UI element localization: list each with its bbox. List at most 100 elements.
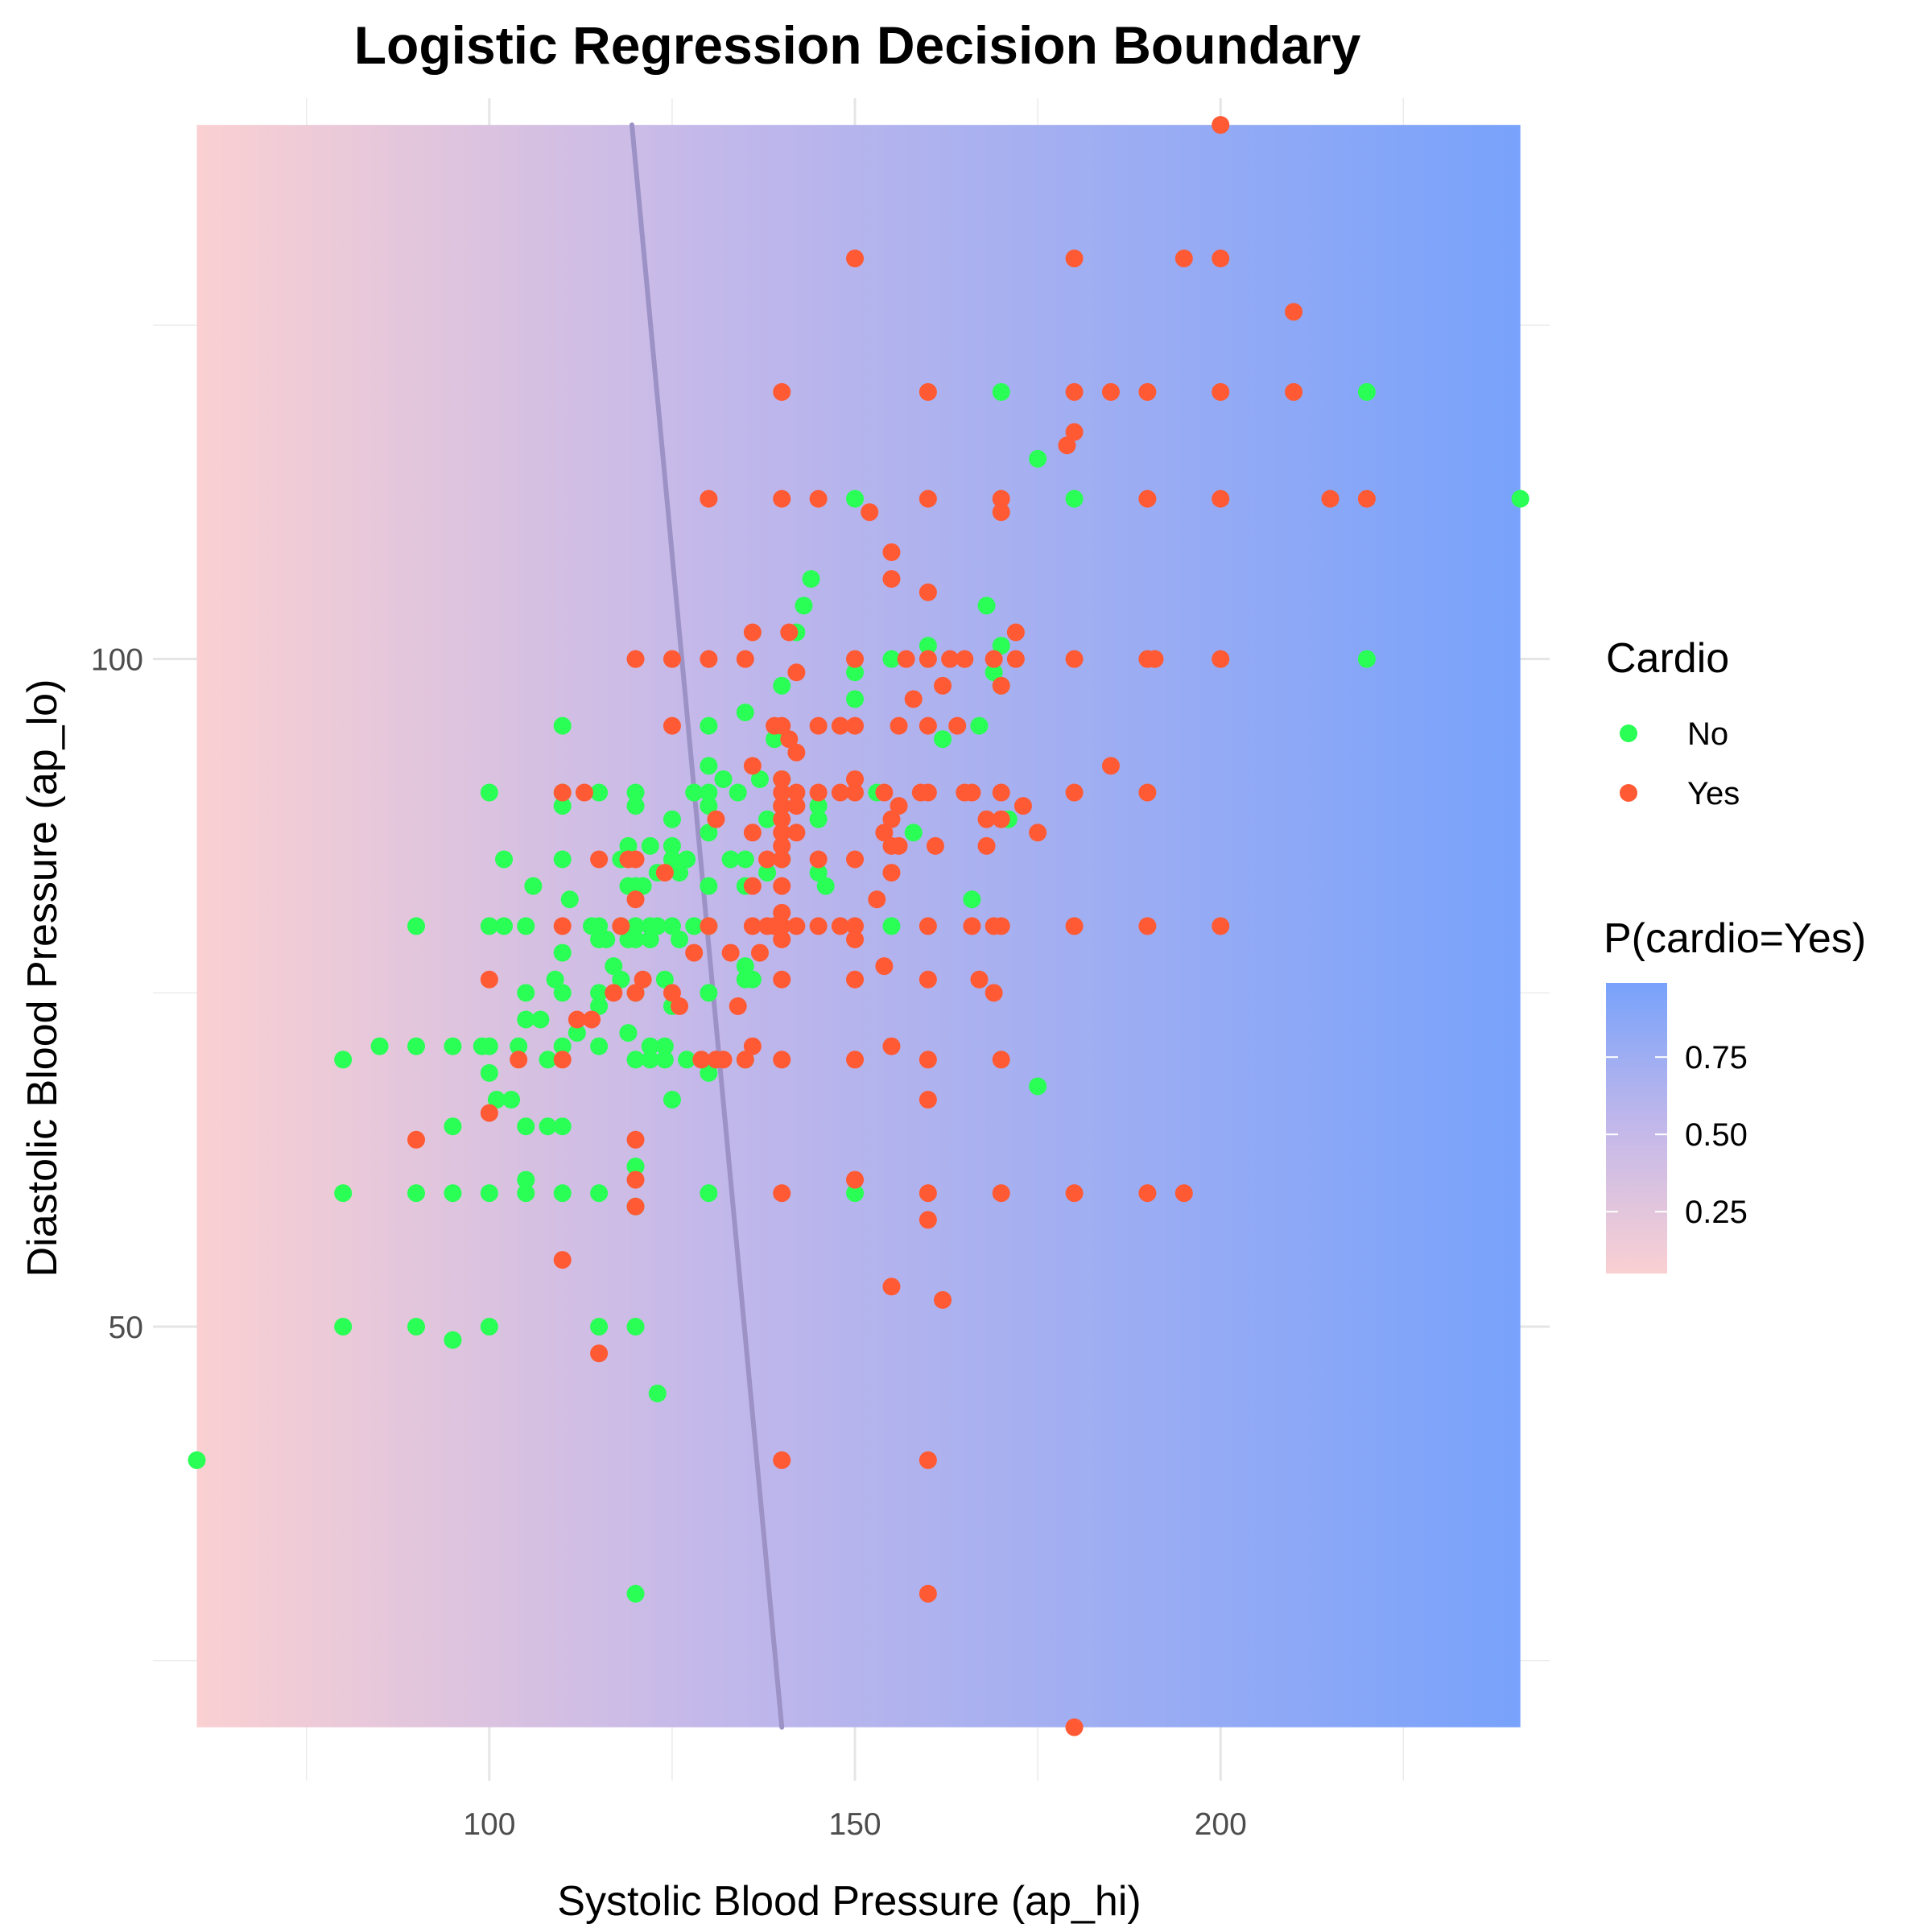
legend-cardio: Cardio No Yes (1606, 635, 1740, 811)
point-no (560, 890, 579, 909)
point-yes (919, 716, 937, 735)
point-yes (655, 864, 674, 882)
point-yes (992, 810, 1010, 828)
point-yes (809, 850, 828, 869)
colorbar-tick-label: 0.25 (1685, 1195, 1748, 1230)
point-yes (809, 783, 828, 802)
point-no (553, 1037, 572, 1055)
point-yes (743, 623, 762, 642)
point-no (992, 382, 1010, 401)
point-no (685, 917, 704, 935)
point-no (919, 637, 937, 655)
point-yes (846, 1170, 865, 1189)
point-yes (787, 917, 806, 935)
point-no (678, 1051, 696, 1069)
point-no (370, 1037, 389, 1055)
point-yes (626, 650, 645, 668)
point-yes (985, 984, 1003, 1002)
point-yes (992, 676, 1010, 695)
y-axis-title: Diastolic Blood Pressure (ap_lo) (19, 679, 66, 1278)
point-yes (685, 943, 704, 962)
point-no (553, 984, 572, 1002)
x-tick-label: 100 (463, 1807, 515, 1842)
point-no (590, 997, 609, 1015)
legend-probability: P(cardio=Yes) 0.25 0.50 0.75 (1604, 915, 1866, 1274)
point-yes (773, 850, 791, 869)
point-yes (831, 716, 849, 735)
data-points (188, 116, 1530, 1736)
x-tick-label: 150 (829, 1807, 881, 1842)
point-yes (773, 810, 791, 828)
point-no (700, 824, 718, 842)
point-no (626, 1318, 645, 1336)
point-no (539, 1051, 557, 1069)
point-no (480, 1063, 498, 1082)
legend-no-swatch (1620, 724, 1637, 742)
point-yes (626, 1130, 645, 1149)
point-no (846, 489, 865, 508)
point-no (934, 730, 952, 749)
point-yes (1029, 824, 1047, 842)
point-no (634, 877, 652, 895)
point-no (605, 957, 623, 976)
point-yes (1138, 917, 1157, 935)
point-no (809, 797, 828, 815)
point-no (641, 836, 659, 855)
point-yes (780, 623, 799, 642)
point-no (590, 984, 609, 1002)
point-no (736, 850, 754, 869)
point-yes (941, 650, 960, 668)
point-no (590, 917, 609, 935)
point-yes (407, 1130, 426, 1149)
point-no (648, 1384, 667, 1402)
point-yes (948, 716, 967, 735)
point-yes (707, 810, 725, 828)
point-no (531, 1010, 550, 1029)
point-yes (773, 931, 791, 948)
point-yes (970, 970, 989, 989)
point-yes (700, 489, 718, 508)
point-yes (963, 783, 981, 802)
point-yes (861, 503, 879, 522)
point-no (882, 917, 901, 935)
point-no (758, 864, 777, 882)
point-yes (890, 836, 908, 855)
point-yes (846, 850, 865, 869)
point-yes (1065, 382, 1084, 401)
point-yes (868, 890, 886, 909)
point-no (729, 783, 747, 802)
point-no (626, 797, 645, 815)
point-no (626, 783, 645, 802)
point-yes (787, 824, 806, 842)
point-yes (926, 836, 944, 855)
point-yes (846, 250, 865, 268)
point-no (809, 864, 828, 882)
point-yes (831, 917, 849, 935)
point-no (480, 783, 498, 802)
probability-colorbar-ticks: 0.25 0.50 0.75 (1606, 1040, 1748, 1230)
point-yes (1212, 917, 1230, 935)
point-no (963, 890, 981, 909)
point-yes (1174, 250, 1193, 268)
point-yes (1321, 489, 1340, 508)
point-no (970, 716, 989, 735)
point-yes (773, 797, 791, 815)
point-no (685, 783, 704, 802)
point-no (714, 770, 733, 788)
point-yes (510, 1051, 528, 1069)
point-no (1029, 449, 1047, 468)
point-yes (480, 970, 498, 989)
point-yes (992, 503, 1010, 522)
point-no (663, 836, 681, 855)
point-no (407, 1037, 426, 1055)
x-tick-label: 200 (1195, 1807, 1247, 1842)
point-no (626, 1157, 645, 1175)
point-no (700, 797, 718, 815)
point-yes (568, 1010, 586, 1029)
point-no (553, 1184, 572, 1203)
point-no (568, 1024, 586, 1042)
point-yes (1065, 917, 1084, 935)
point-no (641, 1037, 659, 1055)
point-no (444, 1117, 462, 1136)
point-yes (743, 877, 762, 895)
